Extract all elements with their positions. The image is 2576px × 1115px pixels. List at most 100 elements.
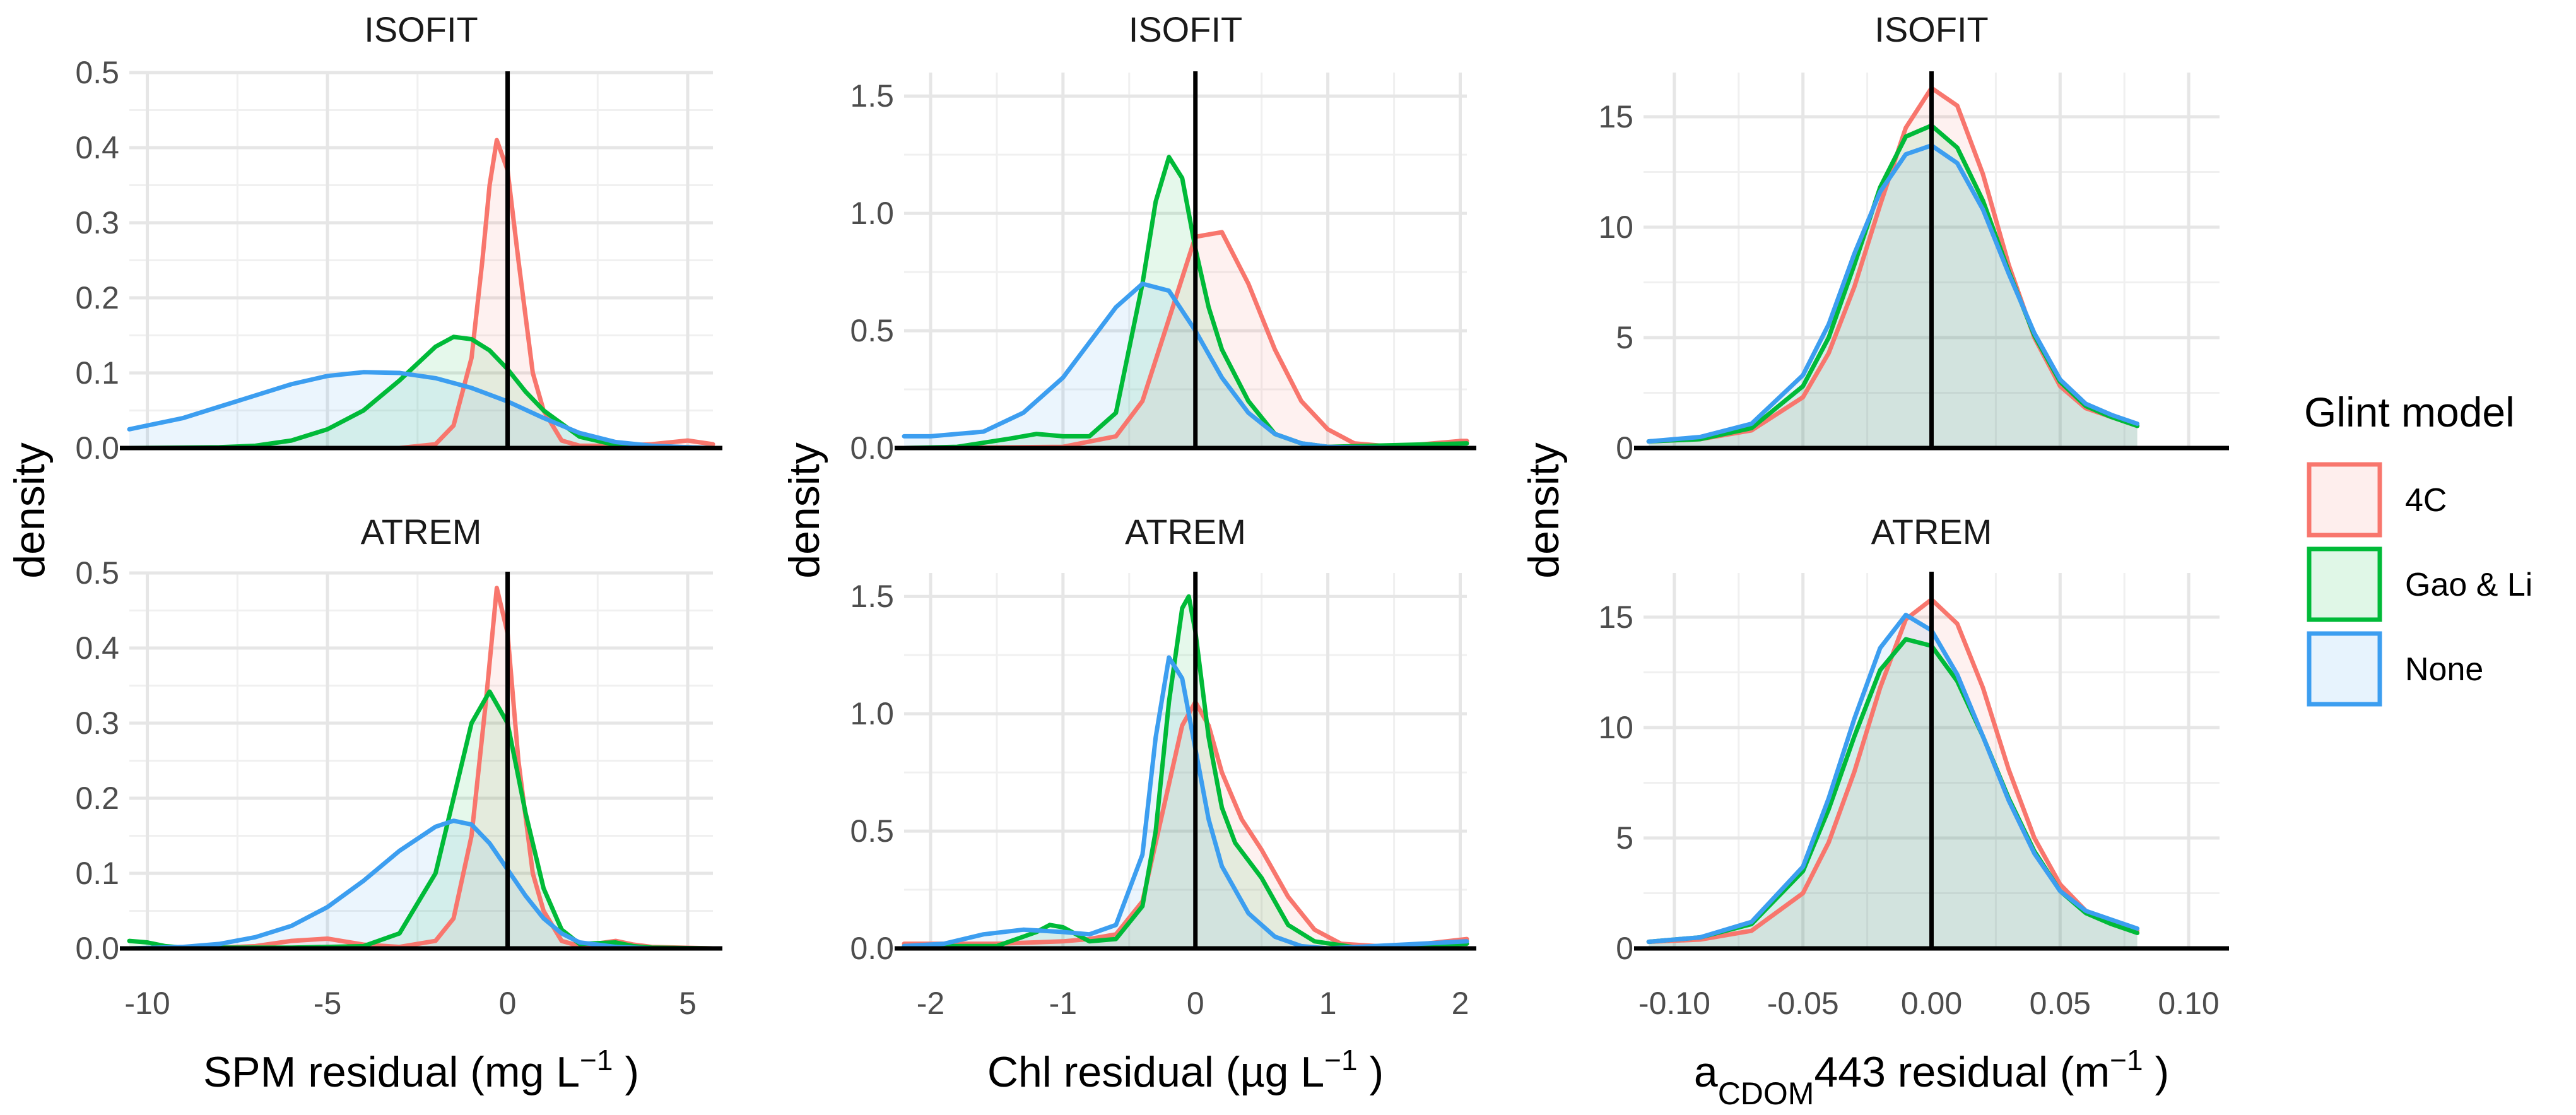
y-tick-label: 0 [1616, 430, 1633, 466]
x-tick-label: 0.10 [2158, 986, 2219, 1021]
y-tick-label: 0.0 [850, 430, 894, 466]
x-axis-title-part: −1 [2110, 1044, 2143, 1077]
y-tick-label: 0.5 [850, 313, 894, 348]
strip-title: ATREM [1125, 512, 1246, 552]
y-tick-label: 5 [1616, 320, 1633, 355]
legend-label: 4C [2405, 482, 2447, 519]
y-tick-label: 1.0 [850, 696, 894, 731]
density-line-none [902, 655, 1469, 951]
y-axis-title: density [6, 442, 54, 578]
density-fill-gao-li [904, 156, 1467, 448]
panel-1-isofit: ISOFIT 0.0 0.1 0.2 0.3 0.4 0.5 [75, 9, 722, 466]
density-line-gao-li [127, 334, 715, 451]
density-line-gao-li [902, 594, 1469, 950]
y-tick-label: 0.0 [850, 931, 894, 966]
x-axis-title-part: Chl residual (µg L [987, 1048, 1324, 1096]
y-tick-label: 0.5 [75, 555, 119, 591]
y-axis-title: density [780, 442, 828, 578]
x-tick-label: 0.00 [1901, 986, 1962, 1021]
density-fill-none [904, 283, 1467, 448]
x-tick-label: 0 [1187, 986, 1204, 1021]
y-tick-label: 0.2 [75, 280, 119, 316]
x-tick-label: 0 [499, 986, 517, 1021]
legend-title: Glint model [2304, 389, 2515, 435]
legend: Glint model 4C Gao & Li None [2304, 389, 2532, 707]
y-tick-label: 0.0 [75, 430, 119, 466]
y-tick-label: 15 [1598, 599, 1633, 635]
strip-title: ATREM [361, 512, 482, 552]
x-axis-title-part: −1 [1324, 1044, 1357, 1077]
strip-title: ATREM [1871, 512, 1992, 552]
x-tick-label: 0.05 [2030, 986, 2091, 1021]
y-tick-label: 0 [1616, 931, 1633, 966]
legend-key-none [2307, 631, 2382, 707]
x-axis-title-part: −1 [580, 1044, 613, 1077]
x-tick-label: -10 [124, 986, 170, 1021]
density-fill-gao-li [904, 596, 1467, 948]
y-tick-label: 0.1 [75, 856, 119, 891]
density-line-none [127, 818, 715, 951]
panel-3-isofit: ISOFIT 0 5 10 15 [1598, 9, 2229, 466]
strip-title: ISOFIT [364, 9, 478, 49]
y-tick-label: 0.0 [75, 931, 119, 966]
x-axis-title-part: SPM residual (mg L [203, 1048, 580, 1096]
x-tick-label: 2 [1452, 986, 1469, 1021]
strip-title: ISOFIT [1129, 9, 1242, 49]
legend-key-gao-li [2307, 546, 2382, 622]
y-tick-label: 1.0 [850, 196, 894, 231]
x-axis-title-part: 443 residual (m [1814, 1048, 2110, 1096]
legend-label: Gao & Li [2405, 567, 2532, 603]
y-tick-label: 0.3 [75, 705, 119, 741]
x-tick-label: -0.05 [1767, 986, 1839, 1021]
x-axis-title-part: a [1694, 1048, 1718, 1096]
density-fill-none [904, 657, 1467, 948]
density-fill-none [1649, 615, 2138, 948]
density-line-none [127, 370, 715, 451]
x-axis-title-part: ) [1358, 1048, 1384, 1096]
x-tick-label: -1 [1049, 986, 1077, 1021]
panel-3-atrem: ATREM 0 5 10 15 [1598, 512, 2229, 966]
density-fill-gao-li [129, 336, 713, 448]
panel-2-isofit: ISOFIT 0.0 0.5 1.0 1.5 [850, 9, 1476, 466]
x-tick-label: 1 [1319, 986, 1337, 1021]
x-axis-title: SPM residual (mg L−1 ) [203, 1044, 639, 1096]
density-fill-gao-li [1649, 639, 2138, 948]
y-tick-label: 0.2 [75, 781, 119, 816]
x-axis-title: Chl residual (µg L−1 ) [987, 1044, 1384, 1096]
strip-title: ISOFIT [1874, 9, 1988, 49]
y-tick-label: 0.4 [75, 630, 119, 666]
density-fill-gao-li [1649, 126, 2138, 448]
density-fill-none [1649, 145, 2138, 448]
x-tick-label: -5 [314, 986, 341, 1021]
x-axis-title: aCDOM443 residual (m−1 ) [1694, 1044, 2169, 1111]
x-tick-label: -0.10 [1638, 986, 1710, 1021]
density-fill-4c [1649, 599, 2138, 948]
density-fill-4c [1649, 88, 2138, 448]
y-tick-label: 5 [1616, 820, 1633, 856]
y-tick-label: 0.3 [75, 205, 119, 240]
density-fill-none [129, 820, 713, 948]
x-axis-title-part: CDOM [1718, 1076, 1814, 1111]
y-tick-label: 15 [1598, 99, 1633, 134]
y-tick-label: 1.5 [850, 78, 894, 114]
y-tick-label: 0.1 [75, 355, 119, 391]
y-tick-label: 10 [1598, 209, 1633, 245]
y-tick-label: 0.5 [75, 55, 119, 90]
panel-2-atrem: ATREM 0.0 0.5 1.0 1.5 [850, 512, 1476, 966]
y-tick-label: 0.5 [850, 813, 894, 849]
x-axis-title-part: ) [2143, 1048, 2170, 1096]
panel-1-atrem: ATREM 0.0 0.1 0.2 0.3 0.4 0.5 [75, 512, 722, 966]
legend-label: None [2405, 651, 2483, 688]
x-tick-label: 5 [679, 986, 697, 1021]
x-axis-title-part: ) [613, 1048, 640, 1096]
y-tick-label: 0.4 [75, 130, 119, 165]
density-fill-4c [904, 232, 1467, 448]
density-line-none [902, 281, 1469, 451]
y-axis-title: density [1520, 442, 1568, 578]
density-fill-4c [904, 702, 1467, 948]
y-tick-label: 10 [1598, 710, 1633, 745]
x-tick-label: -2 [917, 986, 944, 1021]
legend-key-4c [2307, 462, 2382, 538]
y-tick-label: 1.5 [850, 579, 894, 614]
